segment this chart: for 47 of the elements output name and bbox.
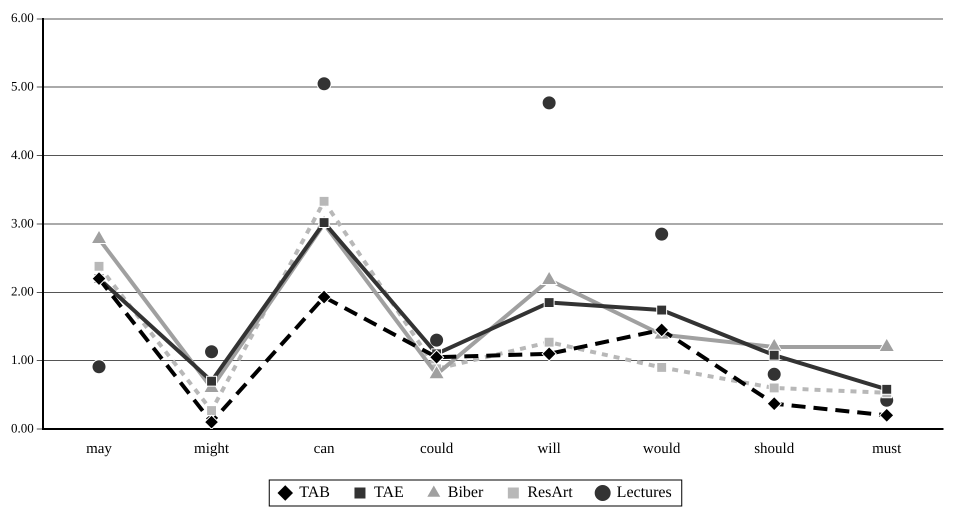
legend-label: Biber bbox=[448, 484, 484, 502]
legend-label: Lectures bbox=[616, 484, 672, 502]
point bbox=[429, 350, 444, 365]
x-tick-label: would bbox=[642, 440, 681, 457]
x-tick-label: will bbox=[537, 440, 561, 457]
point bbox=[881, 384, 892, 395]
point bbox=[206, 405, 217, 416]
legend-label: ResArt bbox=[527, 484, 574, 502]
y-tick-label: 0.00 bbox=[11, 420, 34, 436]
point bbox=[316, 290, 332, 305]
y-tick-label: 5.00 bbox=[11, 78, 34, 94]
point bbox=[879, 408, 894, 423]
point bbox=[92, 359, 107, 374]
point bbox=[656, 362, 668, 373]
legend-label: TAE bbox=[374, 484, 404, 502]
x-tick-label: may bbox=[86, 440, 112, 457]
point bbox=[429, 332, 444, 348]
point bbox=[542, 95, 557, 110]
x-tick-label: should bbox=[754, 440, 795, 457]
legend-label: TAB bbox=[299, 484, 330, 502]
point bbox=[656, 304, 668, 316]
point bbox=[768, 350, 780, 361]
point bbox=[316, 76, 332, 92]
point bbox=[204, 414, 220, 429]
point bbox=[542, 346, 557, 362]
point bbox=[318, 196, 330, 207]
point bbox=[544, 336, 555, 348]
point bbox=[92, 271, 107, 286]
point bbox=[544, 297, 555, 308]
x-tick-label: can bbox=[314, 440, 335, 457]
point bbox=[654, 322, 670, 338]
point bbox=[766, 396, 782, 412]
x-tick-label: could bbox=[420, 440, 454, 457]
y-tick-label: 1.00 bbox=[11, 352, 34, 368]
y-tick-label: 6.00 bbox=[11, 10, 34, 26]
point bbox=[766, 366, 782, 382]
point bbox=[654, 226, 670, 242]
point bbox=[318, 217, 330, 228]
point bbox=[768, 382, 780, 394]
point bbox=[204, 344, 220, 360]
x-tick-label: might bbox=[194, 440, 230, 457]
point bbox=[206, 376, 217, 387]
y-tick-label: 2.00 bbox=[11, 284, 34, 299]
y-tick-label: 3.00 bbox=[11, 215, 34, 230]
x-tick-label: must bbox=[872, 440, 902, 457]
y-tick-label: 4.00 bbox=[11, 146, 34, 162]
point bbox=[94, 260, 104, 272]
